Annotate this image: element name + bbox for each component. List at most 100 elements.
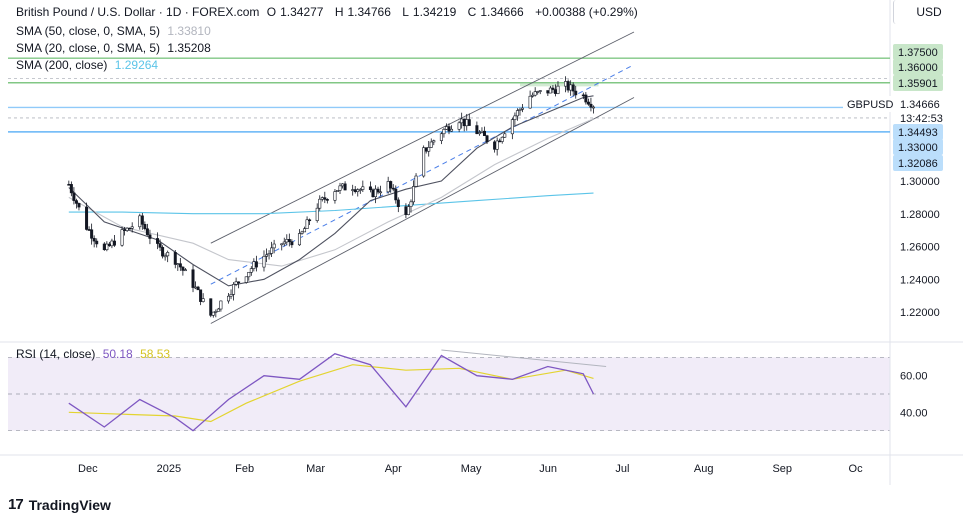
candle-body	[262, 256, 266, 268]
candle-body	[404, 206, 408, 215]
candle-body	[145, 228, 149, 236]
candle-body	[237, 281, 241, 284]
candle-body	[143, 224, 147, 230]
currency-button[interactable]: USD	[893, 0, 963, 24]
symbol-title: British Pound / U.S. Dollar · 1D · FOREX…	[16, 5, 260, 19]
candle-body	[406, 206, 410, 215]
candle-body	[373, 188, 377, 198]
candle-body	[389, 181, 393, 189]
candle-body	[569, 84, 573, 91]
candle-body	[495, 140, 499, 150]
candle-body	[510, 119, 514, 135]
candle-body	[396, 199, 400, 207]
candle-body	[564, 81, 568, 87]
symbol-tag-label: GBPUSD	[847, 99, 894, 111]
time-tick-label: Dec	[78, 463, 98, 475]
rsi-label: RSI (14, close)	[16, 347, 96, 361]
candle-body	[477, 132, 481, 135]
sma20-legend[interactable]: SMA (20, close, 0, SMA, 5) 1.35208	[16, 41, 215, 55]
candle-body	[343, 183, 347, 191]
rsi-tick-label: 60.00	[900, 371, 928, 383]
candle-body	[503, 133, 507, 138]
candle-body	[351, 189, 355, 191]
candle-body	[272, 243, 276, 249]
candle-body	[323, 197, 327, 200]
candle-body	[376, 188, 380, 193]
candle-body	[548, 87, 552, 94]
candle-body	[90, 229, 94, 239]
sma200-legend[interactable]: SMA (200, close) 1.29264	[16, 58, 162, 72]
candle-body	[368, 186, 372, 191]
symbol-tag-bg	[843, 96, 893, 112]
candle-body	[107, 243, 111, 247]
candle-body	[574, 90, 578, 96]
candle-body	[584, 94, 588, 103]
candle-body	[485, 135, 489, 143]
sma50-value: 1.33810	[167, 24, 211, 38]
sma200-line	[68, 192, 594, 215]
rsi-divergence-line	[441, 349, 607, 367]
level-badge-label-3: 1.34493	[898, 127, 938, 139]
candle-body	[92, 237, 96, 242]
candle-body	[267, 253, 271, 256]
candle-body	[265, 254, 269, 257]
candle-body	[465, 119, 469, 127]
time-tick-label: Jun	[539, 463, 557, 475]
time-tick-label: Jul	[615, 463, 629, 475]
ohlc-high: H 1.34766	[334, 5, 391, 19]
candle-body	[85, 206, 89, 230]
candle-body	[429, 141, 433, 148]
candle-body	[551, 87, 555, 90]
sma20-value: 1.35208	[167, 41, 211, 55]
time-tick-label: May	[461, 463, 482, 475]
candle-body	[72, 192, 76, 201]
candle-body	[424, 147, 428, 152]
candle-body	[249, 268, 253, 273]
candle-body	[315, 207, 319, 221]
candles	[67, 76, 595, 318]
tradingview-logo[interactable]: 17 TradingView	[8, 496, 111, 513]
candle-body	[475, 125, 479, 135]
channel-upper	[210, 31, 635, 244]
candle-body	[589, 103, 593, 108]
candle-body	[282, 241, 286, 245]
ohlc-change: +0.00388 (+0.29%)	[535, 5, 638, 19]
level-badge-2	[893, 75, 943, 91]
level-badge-label-2: 1.35901	[898, 78, 938, 90]
rsi-ma-value: 58.53	[140, 347, 171, 361]
candle-body	[335, 190, 339, 192]
candle-body	[591, 106, 595, 109]
candle-body	[252, 261, 256, 269]
sma50-legend[interactable]: SMA (50, close, 0, SMA, 5) 1.33810	[16, 24, 215, 38]
candle-body	[128, 227, 132, 230]
candle-body	[303, 228, 307, 233]
time-tick-label: Aug	[694, 463, 714, 475]
candle-body	[125, 227, 129, 231]
ohlc-open: O 1.34277	[266, 5, 324, 19]
rsi-value: 50.18	[102, 347, 133, 361]
candle-body	[556, 85, 560, 94]
candle-body	[110, 240, 114, 247]
resistance-zone	[519, 82, 599, 87]
candle-body	[462, 118, 466, 127]
candle-body	[460, 118, 464, 124]
level-badge-label-5: 1.32086	[898, 158, 938, 170]
candle-body	[232, 284, 236, 295]
candle-body	[247, 271, 251, 278]
candle-body	[432, 140, 436, 143]
candle-body	[102, 243, 106, 251]
candle-body	[244, 276, 248, 283]
candle-body	[74, 200, 78, 204]
candle-body	[341, 183, 345, 187]
countdown-label: 13:42:53	[900, 113, 943, 125]
sma200-value: 1.29264	[114, 58, 159, 72]
candle-body	[254, 261, 258, 268]
rsi-legend[interactable]: RSI (14, close) 50.18 58.53	[16, 347, 174, 361]
candle-body	[581, 94, 585, 97]
candle-body	[520, 107, 524, 110]
price-tick-label: 1.22000	[900, 307, 940, 319]
candle-body	[199, 289, 203, 302]
ohlc-low: L 1.34219	[402, 5, 457, 19]
candle-body	[148, 234, 152, 239]
